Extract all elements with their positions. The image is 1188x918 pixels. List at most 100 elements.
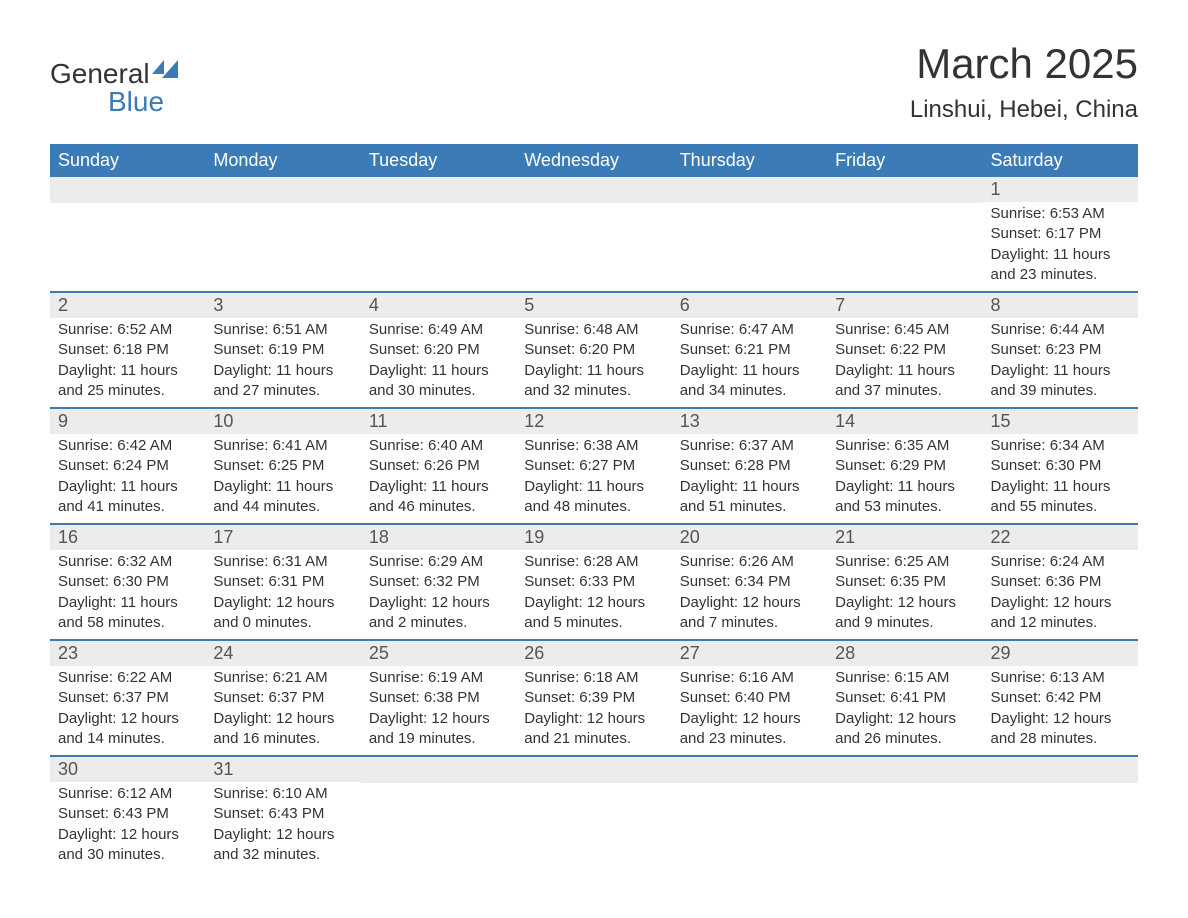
day-content: Sunrise: 6:51 AMSunset: 6:19 PMDaylight:…	[205, 318, 360, 407]
sunrise-line: Sunrise: 6:44 AM	[991, 320, 1130, 340]
sunrise-line: Sunrise: 6:49 AM	[369, 320, 508, 340]
empty-day-content	[827, 783, 982, 863]
sunrise-line: Sunrise: 6:28 AM	[524, 552, 663, 572]
sunset-line: Sunset: 6:37 PM	[213, 688, 352, 708]
sunset-line: Sunset: 6:20 PM	[369, 340, 508, 360]
sunrise-line: Sunrise: 6:26 AM	[680, 552, 819, 572]
sunset-line: Sunset: 6:35 PM	[835, 572, 974, 592]
empty-day-content	[50, 203, 205, 283]
day-number: 9	[50, 409, 205, 434]
title-block: March 2025 Linshui, Hebei, China	[910, 40, 1138, 124]
day-content: Sunrise: 6:40 AMSunset: 6:26 PMDaylight:…	[361, 434, 516, 523]
daylight-line: Daylight: 11 hours and 27 minutes.	[213, 361, 352, 402]
day-content: Sunrise: 6:47 AMSunset: 6:21 PMDaylight:…	[672, 318, 827, 407]
day-content: Sunrise: 6:16 AMSunset: 6:40 PMDaylight:…	[672, 666, 827, 755]
day-content: Sunrise: 6:24 AMSunset: 6:36 PMDaylight:…	[983, 550, 1138, 639]
day-number: 6	[672, 293, 827, 318]
daylight-line: Daylight: 12 hours and 7 minutes.	[680, 593, 819, 634]
daylight-line: Daylight: 11 hours and 25 minutes.	[58, 361, 197, 402]
day-content: Sunrise: 6:15 AMSunset: 6:41 PMDaylight:…	[827, 666, 982, 755]
sunrise-line: Sunrise: 6:42 AM	[58, 436, 197, 456]
calendar-day-cell: 7Sunrise: 6:45 AMSunset: 6:22 PMDaylight…	[827, 292, 982, 408]
daylight-line: Daylight: 12 hours and 21 minutes.	[524, 709, 663, 750]
day-content: Sunrise: 6:35 AMSunset: 6:29 PMDaylight:…	[827, 434, 982, 523]
sunrise-line: Sunrise: 6:31 AM	[213, 552, 352, 572]
calendar-day-cell: 3Sunrise: 6:51 AMSunset: 6:19 PMDaylight…	[205, 292, 360, 408]
day-content: Sunrise: 6:44 AMSunset: 6:23 PMDaylight:…	[983, 318, 1138, 407]
sunset-line: Sunset: 6:33 PM	[524, 572, 663, 592]
sunset-line: Sunset: 6:30 PM	[58, 572, 197, 592]
daylight-line: Daylight: 12 hours and 9 minutes.	[835, 593, 974, 634]
calendar-day-cell: 21Sunrise: 6:25 AMSunset: 6:35 PMDayligh…	[827, 524, 982, 640]
sunrise-line: Sunrise: 6:47 AM	[680, 320, 819, 340]
day-content: Sunrise: 6:18 AMSunset: 6:39 PMDaylight:…	[516, 666, 671, 755]
sunrise-line: Sunrise: 6:10 AM	[213, 784, 352, 804]
empty-day-num	[827, 757, 982, 783]
empty-day-content	[361, 783, 516, 863]
day-number: 25	[361, 641, 516, 666]
sunset-line: Sunset: 6:36 PM	[991, 572, 1130, 592]
sunset-line: Sunset: 6:38 PM	[369, 688, 508, 708]
day-content: Sunrise: 6:31 AMSunset: 6:31 PMDaylight:…	[205, 550, 360, 639]
calendar-week-row: 23Sunrise: 6:22 AMSunset: 6:37 PMDayligh…	[50, 640, 1138, 756]
month-title: March 2025	[910, 40, 1138, 88]
sunset-line: Sunset: 6:24 PM	[58, 456, 197, 476]
day-header: Friday	[827, 144, 982, 177]
day-number: 2	[50, 293, 205, 318]
day-number: 28	[827, 641, 982, 666]
day-content: Sunrise: 6:38 AMSunset: 6:27 PMDaylight:…	[516, 434, 671, 523]
location: Linshui, Hebei, China	[910, 96, 1138, 124]
calendar-day-cell: 19Sunrise: 6:28 AMSunset: 6:33 PMDayligh…	[516, 524, 671, 640]
day-number: 12	[516, 409, 671, 434]
sunrise-line: Sunrise: 6:21 AM	[213, 668, 352, 688]
day-number: 8	[983, 293, 1138, 318]
calendar-day-cell: 2Sunrise: 6:52 AMSunset: 6:18 PMDaylight…	[50, 292, 205, 408]
header: General Blue March 2025 Linshui, Hebei, …	[50, 40, 1138, 124]
daylight-line: Daylight: 12 hours and 2 minutes.	[369, 593, 508, 634]
calendar-table: Sunday Monday Tuesday Wednesday Thursday…	[50, 144, 1138, 871]
day-content: Sunrise: 6:29 AMSunset: 6:32 PMDaylight:…	[361, 550, 516, 639]
day-number: 30	[50, 757, 205, 782]
sunrise-line: Sunrise: 6:35 AM	[835, 436, 974, 456]
calendar-day-cell: 29Sunrise: 6:13 AMSunset: 6:42 PMDayligh…	[983, 640, 1138, 756]
calendar-day-cell: 26Sunrise: 6:18 AMSunset: 6:39 PMDayligh…	[516, 640, 671, 756]
empty-day-num	[361, 177, 516, 203]
day-content: Sunrise: 6:52 AMSunset: 6:18 PMDaylight:…	[50, 318, 205, 407]
calendar-day-cell: 12Sunrise: 6:38 AMSunset: 6:27 PMDayligh…	[516, 408, 671, 524]
sunset-line: Sunset: 6:42 PM	[991, 688, 1130, 708]
sunset-line: Sunset: 6:21 PM	[680, 340, 819, 360]
sunrise-line: Sunrise: 6:22 AM	[58, 668, 197, 688]
calendar-day-cell	[983, 756, 1138, 871]
sunrise-line: Sunrise: 6:38 AM	[524, 436, 663, 456]
sunset-line: Sunset: 6:20 PM	[524, 340, 663, 360]
daylight-line: Daylight: 12 hours and 28 minutes.	[991, 709, 1130, 750]
calendar-day-cell: 31Sunrise: 6:10 AMSunset: 6:43 PMDayligh…	[205, 756, 360, 871]
calendar-day-cell: 14Sunrise: 6:35 AMSunset: 6:29 PMDayligh…	[827, 408, 982, 524]
daylight-line: Daylight: 12 hours and 14 minutes.	[58, 709, 197, 750]
calendar-day-cell: 22Sunrise: 6:24 AMSunset: 6:36 PMDayligh…	[983, 524, 1138, 640]
logo-triangle2-icon	[162, 60, 178, 78]
calendar-day-cell: 15Sunrise: 6:34 AMSunset: 6:30 PMDayligh…	[983, 408, 1138, 524]
sunset-line: Sunset: 6:18 PM	[58, 340, 197, 360]
daylight-line: Daylight: 12 hours and 19 minutes.	[369, 709, 508, 750]
calendar-day-cell	[205, 177, 360, 292]
empty-day-content	[983, 783, 1138, 863]
calendar-day-cell: 28Sunrise: 6:15 AMSunset: 6:41 PMDayligh…	[827, 640, 982, 756]
daylight-line: Daylight: 12 hours and 16 minutes.	[213, 709, 352, 750]
daylight-line: Daylight: 12 hours and 30 minutes.	[58, 825, 197, 866]
day-content: Sunrise: 6:26 AMSunset: 6:34 PMDaylight:…	[672, 550, 827, 639]
sunrise-line: Sunrise: 6:29 AM	[369, 552, 508, 572]
calendar-day-cell: 5Sunrise: 6:48 AMSunset: 6:20 PMDaylight…	[516, 292, 671, 408]
calendar-day-cell	[672, 756, 827, 871]
sunrise-line: Sunrise: 6:13 AM	[991, 668, 1130, 688]
day-content: Sunrise: 6:34 AMSunset: 6:30 PMDaylight:…	[983, 434, 1138, 523]
empty-day-num	[516, 177, 671, 203]
day-number: 3	[205, 293, 360, 318]
day-number: 18	[361, 525, 516, 550]
empty-day-content	[672, 203, 827, 283]
logo-text-general: General	[50, 58, 150, 89]
sunset-line: Sunset: 6:27 PM	[524, 456, 663, 476]
daylight-line: Daylight: 11 hours and 46 minutes.	[369, 477, 508, 518]
empty-day-content	[516, 203, 671, 283]
day-number: 21	[827, 525, 982, 550]
